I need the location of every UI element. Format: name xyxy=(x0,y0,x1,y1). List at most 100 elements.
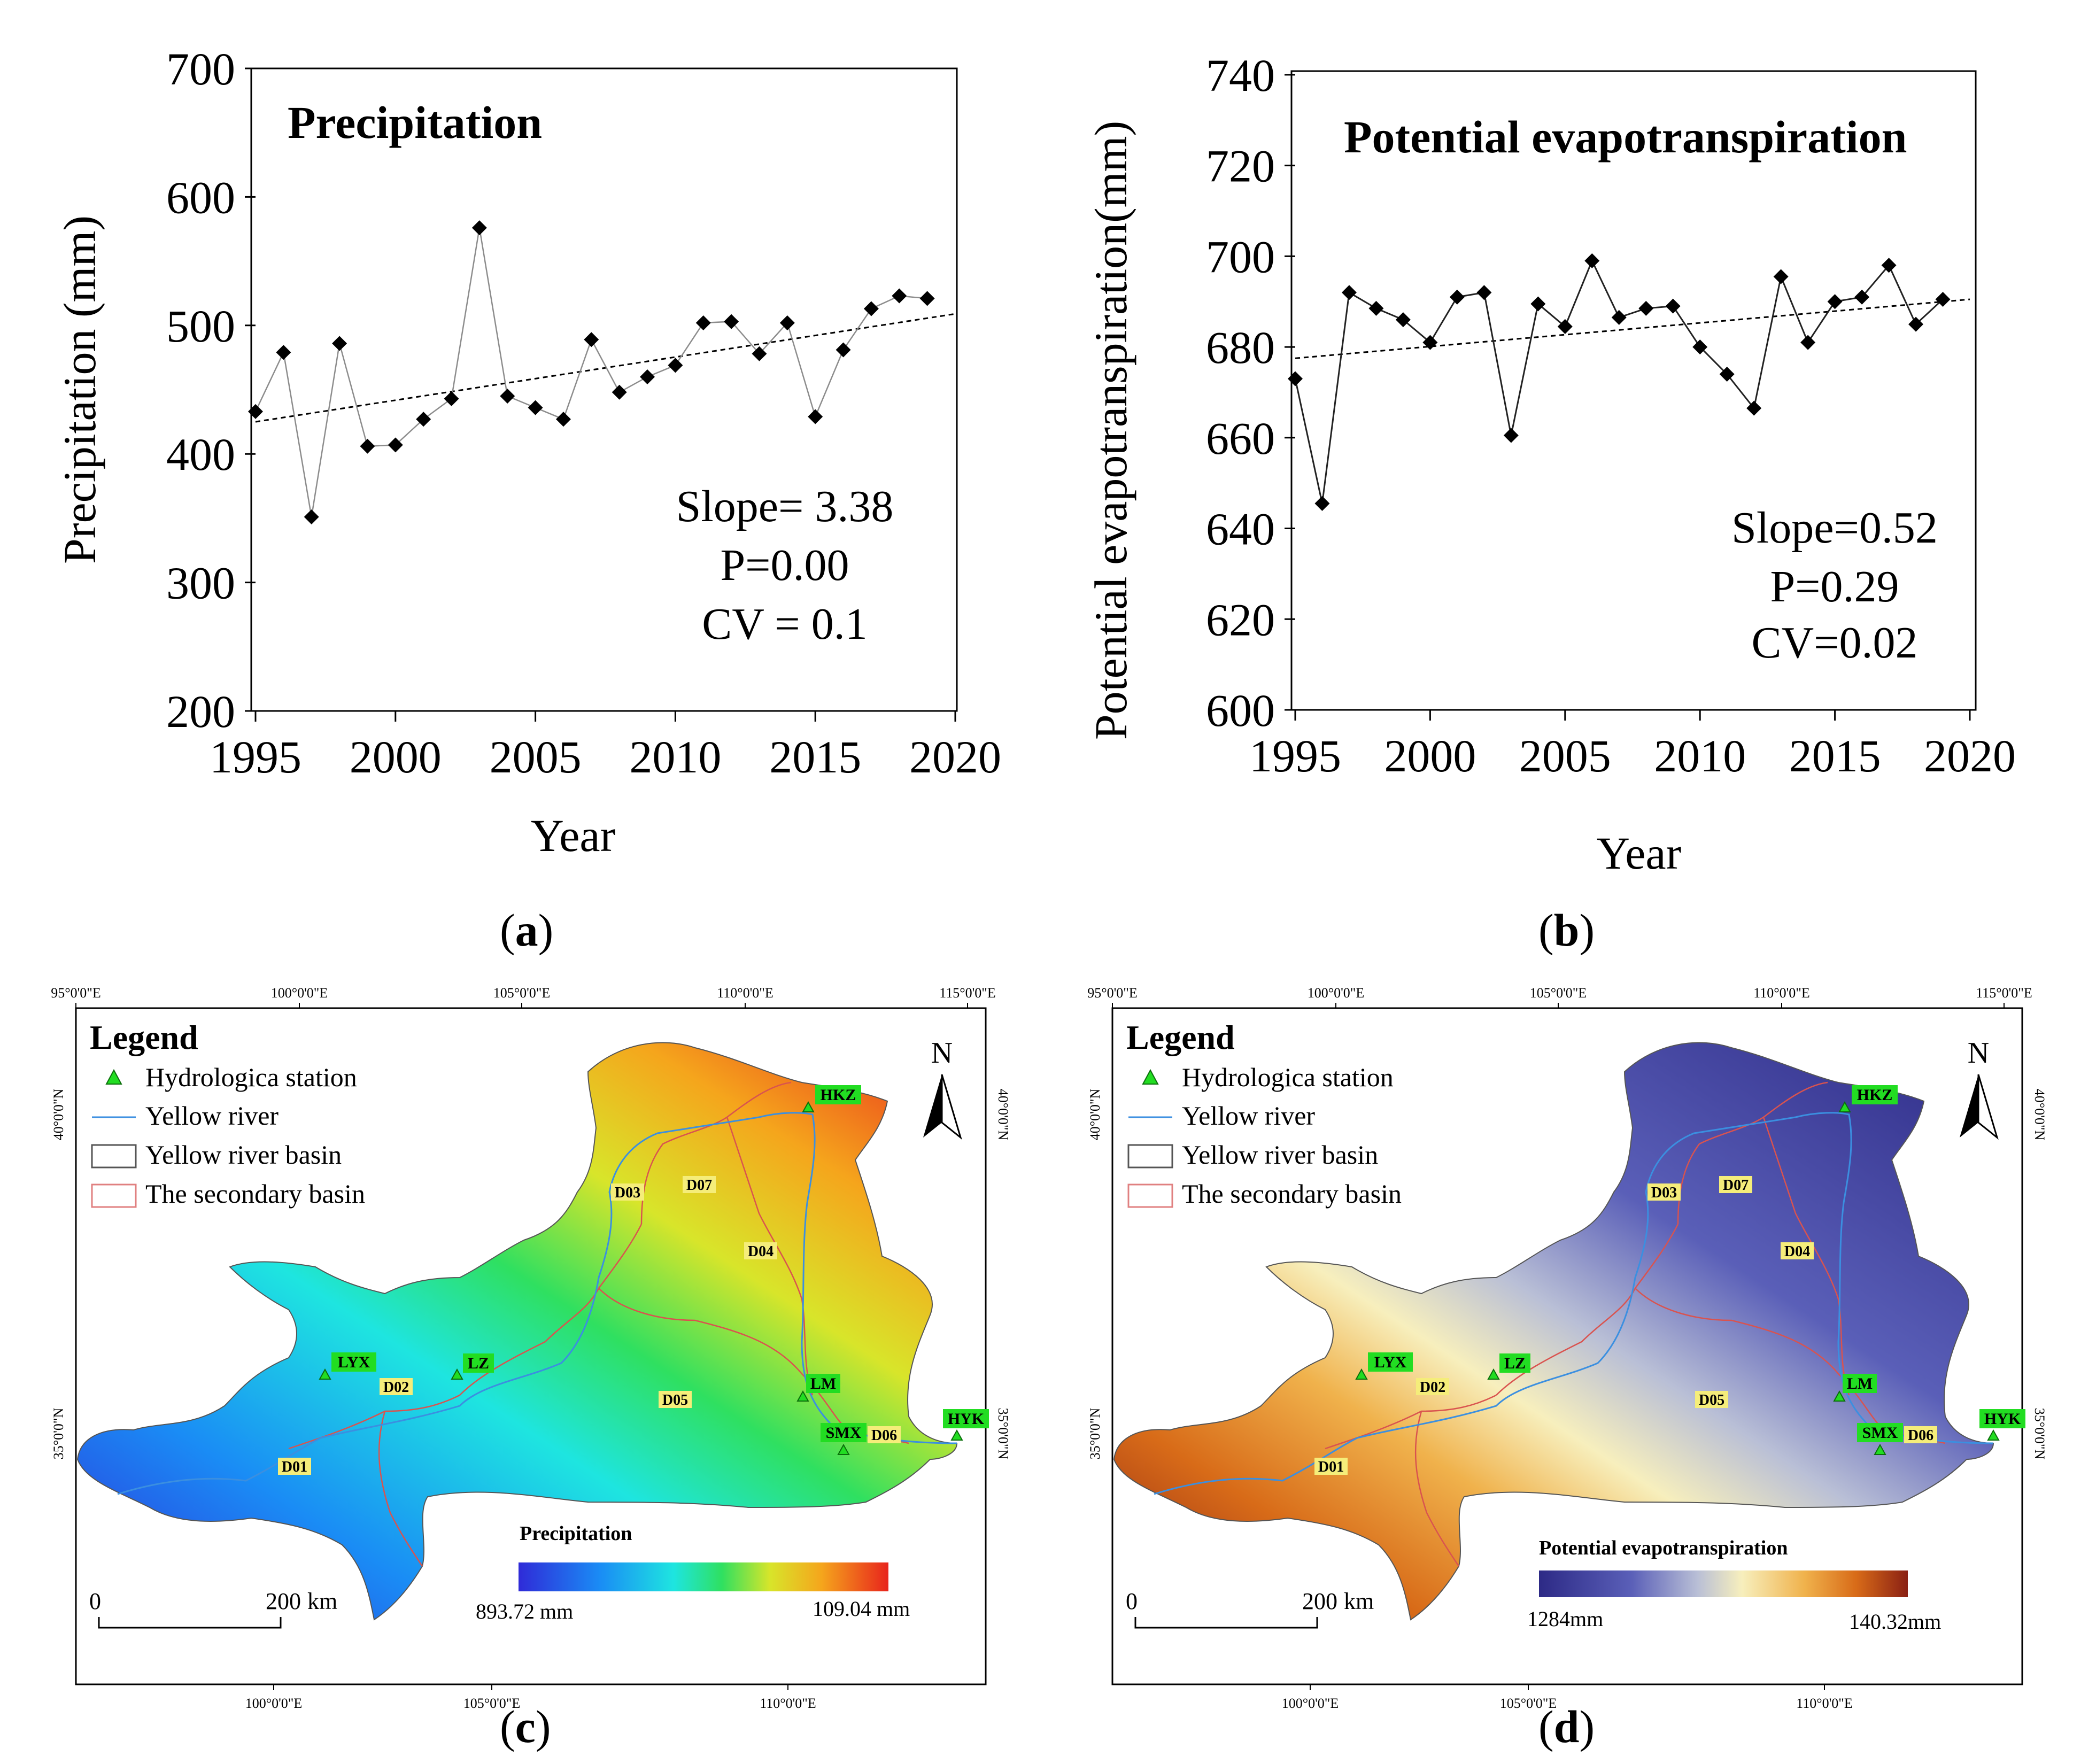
data-point xyxy=(444,391,459,406)
svg-text:D07: D07 xyxy=(1723,1177,1749,1194)
slope-label: Slope= 3.38 xyxy=(676,482,894,531)
lat-tick-label: 35°0'0"N xyxy=(2032,1408,2047,1460)
data-point xyxy=(808,409,823,424)
data-point xyxy=(416,412,431,427)
colorbar-max: 140.32mm xyxy=(1849,1610,1941,1634)
top-lon-ticks: 95°0'0"E 100°0'0"E 105°0'0"E 110°0'0"E 115°0… xyxy=(51,985,996,1008)
svg-text:200: 200 xyxy=(266,1588,301,1614)
data-point xyxy=(779,315,795,330)
plot-frame xyxy=(250,67,958,712)
y-tick-label: 500 xyxy=(166,300,235,352)
svg-text:D06: D06 xyxy=(871,1427,897,1444)
data-point xyxy=(304,509,319,524)
station-hkz: HKZ xyxy=(1838,1085,1898,1112)
data-point xyxy=(1584,253,1600,268)
x-tick-label: 2005 xyxy=(1519,730,1611,782)
svg-text:LYX: LYX xyxy=(1374,1353,1407,1371)
lon-tick-label: 100°0'0"E xyxy=(1282,1696,1339,1711)
station-hyk: HYK xyxy=(1979,1409,2025,1441)
x-tick-label: 1995 xyxy=(1249,730,1341,782)
y-tick-label: 640 xyxy=(1206,504,1275,555)
cv-label: CV = 0.1 xyxy=(702,599,868,649)
x-axis-label: Year xyxy=(531,810,615,861)
y-tick-label: 700 xyxy=(1206,231,1275,282)
lon-tick-label: 100°0'0"E xyxy=(1308,985,1365,1001)
subbasin-labels: D01 D02 D03 D04 D05 D06 D07 xyxy=(1314,1176,1937,1475)
data-point xyxy=(1908,316,1924,332)
svg-text:0: 0 xyxy=(1126,1588,1138,1614)
precipitation-chart: 200 300 400 500 600 700 1995 2000 2005 2010 2015 2… xyxy=(54,43,1001,861)
x-tick-label: 1995 xyxy=(210,731,301,783)
data-point xyxy=(471,220,487,236)
svg-text:D02: D02 xyxy=(1420,1379,1445,1396)
y-tick-label: 300 xyxy=(166,558,235,609)
svg-text:D01: D01 xyxy=(282,1459,307,1475)
svg-text:D03: D03 xyxy=(1651,1185,1677,1201)
secondary-basin-boundaries xyxy=(288,1081,909,1567)
data-point xyxy=(612,384,627,400)
x-axis-ticks: 1995 2000 2005 2010 2015 2020 xyxy=(210,711,1001,783)
svg-text:HYK: HYK xyxy=(948,1410,985,1428)
colorbar-gradient xyxy=(519,1562,888,1591)
x-axis-ticks: 1995 2000 2005 2010 2015 2020 xyxy=(1249,710,2016,782)
yellow-river-basin xyxy=(76,1042,958,1621)
trend-line xyxy=(255,313,956,423)
lat-tick-label: 40°0'0"N xyxy=(995,1089,1011,1141)
chart-title: Precipitation xyxy=(288,97,542,148)
station-lm: LM xyxy=(796,1374,840,1402)
stations: HKZ LYX LZ LM HYK SMX xyxy=(319,1085,989,1455)
slope-label: Slope=0.52 xyxy=(1731,503,1938,553)
bottom-lon-ticks: 100°0'0"E 105°0'0"E 110°0'0"E xyxy=(245,1684,816,1711)
data-point xyxy=(1827,294,1843,310)
lon-tick-label: 105°0'0"E xyxy=(463,1696,521,1711)
x-tick-label: 2000 xyxy=(350,731,442,783)
pet-chart: 600 620 640 660 680 700 720 740 1995 2000 2005 201… xyxy=(1085,50,2016,879)
p-value-label: P=0.00 xyxy=(720,540,849,590)
svg-text:SMX: SMX xyxy=(1862,1424,1898,1442)
data-point xyxy=(1503,428,1519,443)
subbasin-box-icon xyxy=(1127,1183,1173,1208)
y-axis-ticks: 200 300 400 500 600 700 xyxy=(166,43,256,737)
station-lz: LZ xyxy=(451,1353,494,1380)
trend-line xyxy=(1295,298,1970,359)
colorbar-max: 109.04 mm xyxy=(813,1597,910,1621)
north-arrow-icon: N xyxy=(1960,1036,1999,1140)
stations: HKZ LYX LZ LM HYK SMX xyxy=(1355,1085,2025,1455)
station-hkz: HKZ xyxy=(802,1085,861,1112)
station-lyx: LYX xyxy=(1355,1352,1413,1380)
data-point xyxy=(1288,371,1303,386)
data-point xyxy=(1881,258,1897,273)
yellow-river xyxy=(1154,1112,1994,1495)
pet-map: 95°0'0"E 100°0'0"E 105°0'0"E 110°0'0"E 115°0… xyxy=(1087,985,2047,1711)
north-arrow-icon: N xyxy=(923,1036,962,1140)
svg-text:LYX: LYX xyxy=(338,1353,370,1371)
station-triangle-icon xyxy=(1142,1069,1159,1085)
data-point xyxy=(1719,366,1735,382)
colorbar: Precipitation 893.72 mm 109.04 mm xyxy=(476,1522,910,1623)
svg-text:HYK: HYK xyxy=(1984,1410,2021,1428)
lat-tick-label: 40°0'0"N xyxy=(1087,1089,1103,1141)
lon-tick-label: 110°0'0"E xyxy=(1753,985,1810,1001)
data-point xyxy=(555,412,571,427)
lon-tick-label: 95°0'0"E xyxy=(1087,985,1138,1001)
scale-bar: 0 200 km xyxy=(1126,1588,1374,1629)
svg-text:D03: D03 xyxy=(615,1185,640,1201)
lon-tick-label: 105°0'0"E xyxy=(1530,985,1587,1001)
lon-tick-label: 95°0'0"E xyxy=(51,985,101,1001)
x-tick-label: 2005 xyxy=(490,731,582,783)
station-lm: LM xyxy=(1833,1374,1877,1402)
svg-text:D05: D05 xyxy=(662,1392,688,1409)
panel-label-a: (a) xyxy=(500,904,554,956)
data-line xyxy=(254,227,927,517)
svg-text:SMX: SMX xyxy=(826,1424,862,1442)
yellow-river xyxy=(117,1112,957,1495)
panel-label-b: (b) xyxy=(1538,904,1595,956)
colorbar: Potential evapotranspiration 1284mm 140.… xyxy=(1527,1537,1941,1634)
lon-tick-label: 110°0'0"E xyxy=(717,985,773,1001)
data-point xyxy=(1422,335,1438,350)
data-point xyxy=(500,389,515,404)
data-point xyxy=(1611,310,1627,325)
svg-text:D04: D04 xyxy=(748,1243,773,1260)
data-point xyxy=(1476,285,1492,300)
colorbar-min: 1284mm xyxy=(1527,1607,1603,1631)
